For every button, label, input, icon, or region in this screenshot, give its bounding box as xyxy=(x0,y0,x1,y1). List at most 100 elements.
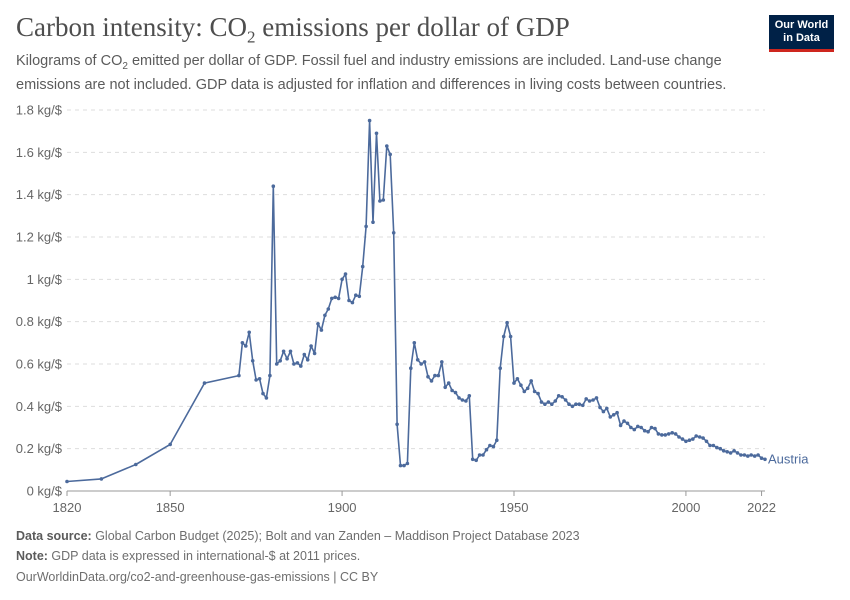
data-point[interactable] xyxy=(653,426,657,431)
data-point[interactable] xyxy=(581,403,585,408)
data-point[interactable] xyxy=(550,402,554,407)
data-point[interactable] xyxy=(281,349,286,354)
data-point[interactable] xyxy=(378,199,382,203)
data-point[interactable] xyxy=(704,439,709,444)
data-point[interactable] xyxy=(484,447,489,452)
data-point[interactable] xyxy=(570,404,575,409)
data-point[interactable] xyxy=(261,391,265,396)
data-point[interactable] xyxy=(391,231,396,235)
data-point[interactable] xyxy=(336,296,341,301)
data-point[interactable] xyxy=(268,373,272,378)
data-point[interactable] xyxy=(240,341,245,345)
data-point[interactable] xyxy=(371,220,375,224)
data-point[interactable] xyxy=(608,415,613,419)
data-point[interactable] xyxy=(419,362,424,366)
data-point[interactable] xyxy=(563,398,568,402)
data-point[interactable] xyxy=(409,366,413,371)
data-point[interactable] xyxy=(567,402,571,407)
data-point[interactable] xyxy=(250,359,255,363)
data-point[interactable] xyxy=(333,295,338,300)
data-point[interactable] xyxy=(749,453,753,457)
data-point[interactable] xyxy=(247,330,251,335)
data-point[interactable] xyxy=(618,423,623,428)
data-point[interactable] xyxy=(539,400,544,404)
data-point[interactable] xyxy=(264,396,269,400)
data-point[interactable] xyxy=(536,391,540,396)
data-point[interactable] xyxy=(649,425,654,430)
data-point[interactable] xyxy=(735,451,740,455)
data-point[interactable] xyxy=(271,184,276,188)
data-point[interactable] xyxy=(257,377,262,381)
data-point[interactable] xyxy=(598,405,602,410)
data-point[interactable] xyxy=(395,422,399,427)
data-point[interactable] xyxy=(532,389,537,394)
data-point[interactable] xyxy=(488,443,492,448)
data-point[interactable] xyxy=(584,397,588,401)
data-point[interactable] xyxy=(354,293,358,298)
data-point[interactable] xyxy=(305,358,310,362)
data-point[interactable] xyxy=(742,453,747,457)
data-point[interactable] xyxy=(553,399,558,403)
data-point[interactable] xyxy=(725,450,729,454)
data-point[interactable] xyxy=(515,377,520,381)
data-point[interactable] xyxy=(350,300,355,305)
data-point[interactable] xyxy=(525,386,530,391)
data-point[interactable] xyxy=(529,379,533,383)
data-point[interactable] xyxy=(660,433,664,437)
data-point[interactable] xyxy=(522,389,527,394)
data-point[interactable] xyxy=(546,400,551,404)
data-point[interactable] xyxy=(646,429,650,434)
data-point[interactable] xyxy=(756,453,760,457)
data-point[interactable] xyxy=(285,356,289,361)
data-point[interactable] xyxy=(405,461,410,466)
data-point[interactable] xyxy=(385,144,389,148)
data-point[interactable] xyxy=(721,449,726,453)
data-point[interactable] xyxy=(388,152,393,157)
data-point[interactable] xyxy=(357,294,362,299)
data-point[interactable] xyxy=(508,334,513,339)
data-point[interactable] xyxy=(254,378,258,382)
data-point[interactable] xyxy=(673,432,678,436)
data-point[interactable] xyxy=(464,399,468,403)
data-point[interactable] xyxy=(278,359,283,363)
data-point[interactable] xyxy=(691,437,695,441)
data-point[interactable] xyxy=(99,477,104,481)
data-point[interactable] xyxy=(244,344,248,348)
data-point[interactable] xyxy=(629,425,633,430)
data-point[interactable] xyxy=(302,352,307,357)
data-point[interactable] xyxy=(684,439,688,444)
data-point[interactable] xyxy=(402,463,406,468)
data-point[interactable] xyxy=(367,118,372,123)
data-point[interactable] xyxy=(505,320,509,325)
data-point[interactable] xyxy=(574,402,578,407)
data-point[interactable] xyxy=(656,432,661,436)
data-point[interactable] xyxy=(642,428,647,433)
data-point[interactable] xyxy=(625,421,630,426)
data-point[interactable] xyxy=(364,224,368,229)
data-point[interactable] xyxy=(412,341,417,345)
data-point[interactable] xyxy=(326,307,331,311)
data-point[interactable] xyxy=(663,433,668,437)
data-point[interactable] xyxy=(330,296,334,301)
data-point[interactable] xyxy=(237,373,241,378)
data-point[interactable] xyxy=(601,409,606,414)
data-point[interactable] xyxy=(477,453,482,457)
data-point[interactable] xyxy=(711,443,716,448)
data-point[interactable] xyxy=(594,396,599,400)
data-point[interactable] xyxy=(491,444,496,449)
data-point[interactable] xyxy=(687,438,692,443)
data-point[interactable] xyxy=(374,131,379,136)
data-point[interactable] xyxy=(715,445,719,450)
data-point[interactable] xyxy=(323,313,327,318)
data-point[interactable] xyxy=(202,381,207,385)
data-point[interactable] xyxy=(415,358,420,362)
data-point[interactable] xyxy=(340,277,344,282)
data-point[interactable] xyxy=(440,360,444,364)
data-point[interactable] xyxy=(309,344,313,348)
data-point[interactable] xyxy=(728,451,733,455)
source-link[interactable]: OurWorldinData.org/co2-and-greenhouse-ga… xyxy=(16,570,379,584)
data-point[interactable] xyxy=(446,381,451,385)
data-point[interactable] xyxy=(65,479,69,484)
data-point[interactable] xyxy=(316,322,320,326)
data-point[interactable] xyxy=(299,364,303,368)
